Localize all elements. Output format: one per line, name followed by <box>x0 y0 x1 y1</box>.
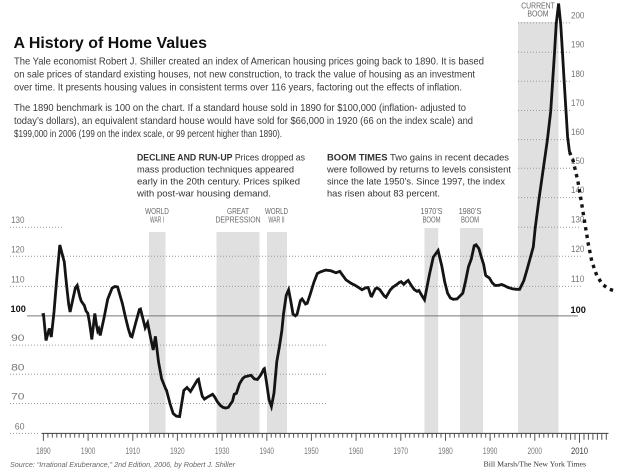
svg-text:CURRENT: CURRENT <box>521 1 555 11</box>
svg-text:1910: 1910 <box>126 446 141 456</box>
svg-text:170: 170 <box>571 98 584 108</box>
svg-text:160: 160 <box>571 127 584 137</box>
svg-text:WAR I: WAR I <box>150 215 164 225</box>
svg-text:mass production techniques app: mass production techniques appeared <box>137 164 294 175</box>
svg-text:200: 200 <box>571 10 584 20</box>
svg-text:The 1890 benchmark is 100 on t: The 1890 benchmark is 100 on the chart. … <box>14 103 466 114</box>
svg-text:GREAT: GREAT <box>227 206 249 216</box>
svg-text:1980: 1980 <box>438 446 453 456</box>
svg-text:1930: 1930 <box>215 446 230 456</box>
svg-text:1970: 1970 <box>394 446 409 456</box>
svg-text:The Yale economist Robert J. S: The Yale economist Robert J. Shiller cre… <box>14 57 484 68</box>
svg-text:100: 100 <box>11 304 26 314</box>
svg-text:130: 130 <box>571 215 584 225</box>
svg-text:1940: 1940 <box>260 446 275 456</box>
svg-text:150: 150 <box>571 156 584 166</box>
svg-text:WORLD: WORLD <box>145 206 169 216</box>
svg-text:100: 100 <box>571 305 586 315</box>
svg-text:70: 70 <box>11 392 25 402</box>
svg-text:BOOM: BOOM <box>422 215 440 225</box>
svg-text:has risen about 83 percent.: has risen about 83 percent. <box>327 188 440 199</box>
svg-text:110: 110 <box>571 274 584 284</box>
svg-text:DEPRESSION: DEPRESSION <box>215 215 260 225</box>
svg-text:60: 60 <box>15 421 25 431</box>
svg-text:early in the 20th century. Pri: early in the 20th century. Prices spiked <box>137 176 300 187</box>
svg-text:2000: 2000 <box>528 446 543 456</box>
svg-text:1970’S: 1970’S <box>421 206 443 216</box>
svg-text:120: 120 <box>11 244 24 254</box>
svg-text:Bill Marsh/The New York Times: Bill Marsh/The New York Times <box>484 460 587 469</box>
svg-text:190: 190 <box>571 40 584 50</box>
svg-text:1920: 1920 <box>170 446 185 456</box>
svg-text:on sale prices of standard exi: on sale prices of standard existing hous… <box>14 70 475 81</box>
svg-text:$199,000 in 2006 (199 on the i: $199,000 in 2006 (199 on the index scale… <box>14 129 282 140</box>
svg-text:130: 130 <box>11 215 24 225</box>
svg-text:Source: “Irrational Exuberance: Source: “Irrational Exuberance,” 2nd Edi… <box>10 460 236 469</box>
svg-text:2010: 2010 <box>571 446 588 456</box>
svg-text:1890: 1890 <box>36 446 51 456</box>
svg-text:90: 90 <box>11 333 25 343</box>
svg-text:BOOM: BOOM <box>527 8 548 18</box>
svg-text:180: 180 <box>571 69 584 79</box>
svg-text:1990: 1990 <box>483 446 498 456</box>
svg-text:WAR II: WAR II <box>268 215 284 225</box>
svg-text:1960: 1960 <box>349 446 364 456</box>
svg-text:120: 120 <box>571 244 584 254</box>
svg-text:80: 80 <box>11 362 25 372</box>
svg-text:1980’S: 1980’S <box>459 206 482 216</box>
svg-text:110: 110 <box>11 274 24 284</box>
svg-text:over time. It presents housing: over time. It presents housing values in… <box>14 83 462 94</box>
svg-text:were followed by returns to le: were followed by returns to levels consi… <box>326 164 511 175</box>
svg-text:BOOM TIMES Two gains in recen: BOOM TIMES Two gains in recent decades <box>327 152 509 163</box>
svg-text:today’s dollars), an equivalen: today’s dollars), an equivalent standard… <box>14 116 473 127</box>
svg-text:A History of Home Values: A History of Home Values <box>14 35 208 52</box>
svg-text:BOOM: BOOM <box>461 215 479 225</box>
svg-text:1900: 1900 <box>81 446 96 456</box>
svg-text:DECLINE AND RUN-UP Prices dro: DECLINE AND RUN-UP Prices dropped as <box>137 152 305 163</box>
svg-text:WORLD: WORLD <box>265 206 288 216</box>
svg-text:with post-war housing demand.: with post-war housing demand. <box>136 188 271 199</box>
svg-text:since the late 1950’s. Since 1: since the late 1950’s. Since 1997, the i… <box>327 176 505 187</box>
svg-text:1950: 1950 <box>304 446 319 456</box>
